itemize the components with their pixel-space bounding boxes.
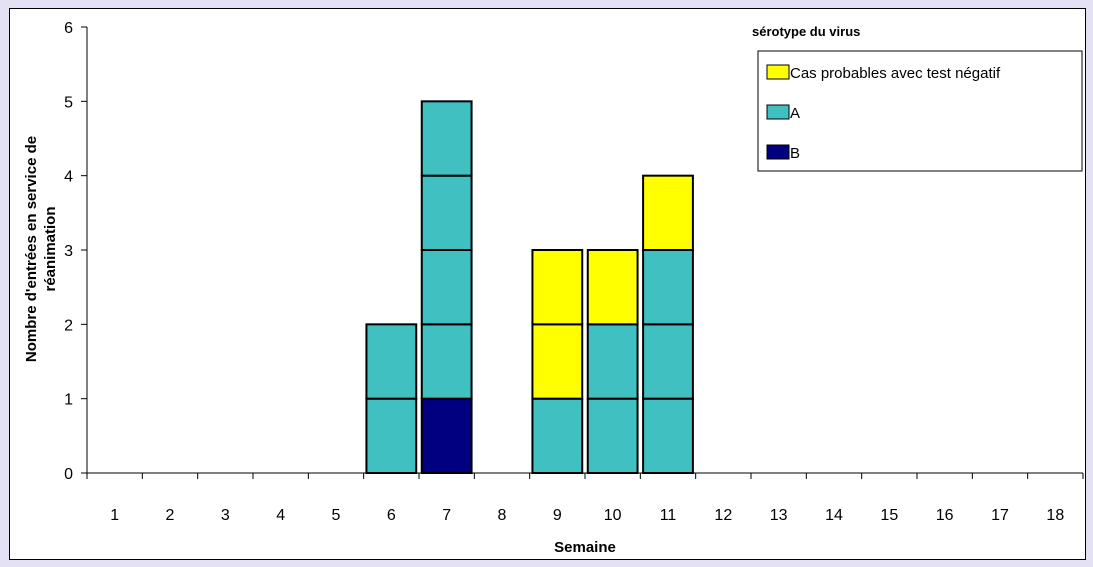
legend-title: sérotype du virus bbox=[752, 24, 860, 39]
bar-segment-a-week-9 bbox=[531, 397, 584, 474]
legend: sérotype du virus Cas probables avec tes… bbox=[752, 24, 1083, 172]
x-tick-label: 18 bbox=[1046, 507, 1064, 524]
y-tick-label: 3 bbox=[64, 243, 73, 260]
x-tick-label: 8 bbox=[498, 507, 507, 524]
bar-segment-a-week-6 bbox=[365, 397, 418, 474]
bar-segment-cas-probables-avec-test-n-gatif-week-9 bbox=[531, 249, 584, 326]
x-tick-label: 14 bbox=[825, 507, 843, 524]
x-tick-label: 1 bbox=[110, 507, 119, 524]
y-tick-label: 4 bbox=[64, 169, 73, 186]
x-tick-label: 10 bbox=[604, 507, 622, 524]
bar-segment-a-week-11 bbox=[642, 323, 694, 400]
bar-segment-a-week-7 bbox=[420, 174, 473, 252]
legend-box bbox=[757, 50, 1083, 172]
x-tick-label: 5 bbox=[332, 507, 341, 524]
x-axis-title: Semaine bbox=[554, 539, 616, 556]
x-tick-label: 6 bbox=[387, 507, 396, 524]
x-tick-label: 16 bbox=[936, 507, 954, 524]
x-tick-label: 13 bbox=[770, 507, 788, 524]
legend-swatch bbox=[766, 64, 790, 80]
y-tick-label: 1 bbox=[64, 392, 73, 409]
bar-segment-cas-probables-avec-test-n-gatif-week-10 bbox=[586, 249, 639, 326]
x-tick-label: 7 bbox=[442, 507, 451, 524]
bars bbox=[365, 100, 694, 474]
legend-swatch bbox=[766, 104, 790, 120]
x-tick-label: 2 bbox=[166, 507, 175, 524]
bar-segment-a-week-6 bbox=[365, 323, 418, 400]
y-tick-label: 5 bbox=[64, 94, 73, 111]
legend-label: Cas probables avec test négatif bbox=[790, 65, 1001, 82]
x-tick-label: 4 bbox=[276, 507, 285, 524]
x-tick-label: 12 bbox=[714, 507, 732, 524]
bar-segment-a-week-10 bbox=[586, 397, 639, 474]
y-axis-title: Nombre d'entrées en service de réanimati… bbox=[23, 136, 59, 362]
y-axis-title-line-1: Nombre d'entrées en service de bbox=[23, 136, 40, 362]
y-tick-label: 0 bbox=[64, 466, 73, 483]
bar-segment-a-week-7 bbox=[420, 323, 473, 400]
x-tick-label: 9 bbox=[553, 507, 562, 524]
bar-segment-a-week-7 bbox=[420, 249, 473, 326]
x-tick-label: 3 bbox=[221, 507, 230, 524]
legend-swatch bbox=[766, 144, 790, 160]
y-axis-title-line-2: réanimation bbox=[42, 206, 59, 291]
x-tick-label: 11 bbox=[660, 507, 677, 524]
bar-segment-b-week-7 bbox=[420, 397, 473, 474]
x-tick-label: 15 bbox=[880, 507, 898, 524]
x-tick-label: 17 bbox=[991, 507, 1009, 524]
bar-segment-a-week-11 bbox=[642, 249, 694, 326]
bar-segment-cas-probables-avec-test-n-gatif-week-11 bbox=[642, 174, 694, 252]
legend-label: B bbox=[790, 145, 800, 162]
y-tick-label: 6 bbox=[64, 20, 73, 37]
bar-segment-a-week-10 bbox=[586, 323, 639, 400]
y-tick-label: 2 bbox=[64, 317, 73, 334]
bar-segment-a-week-11 bbox=[642, 397, 694, 474]
x-ticks: 1 2 3 4 5 6 7 8 9 10 11 12 13 14 15 16 17 18 bbox=[86, 473, 1084, 524]
bar-segment-cas-probables-avec-test-n-gatif-week-9 bbox=[531, 323, 584, 400]
legend-label: A bbox=[790, 105, 800, 122]
y-ticks: 0 1 2 3 4 5 6 bbox=[64, 20, 87, 483]
bar-segment-a-week-7 bbox=[420, 100, 473, 177]
